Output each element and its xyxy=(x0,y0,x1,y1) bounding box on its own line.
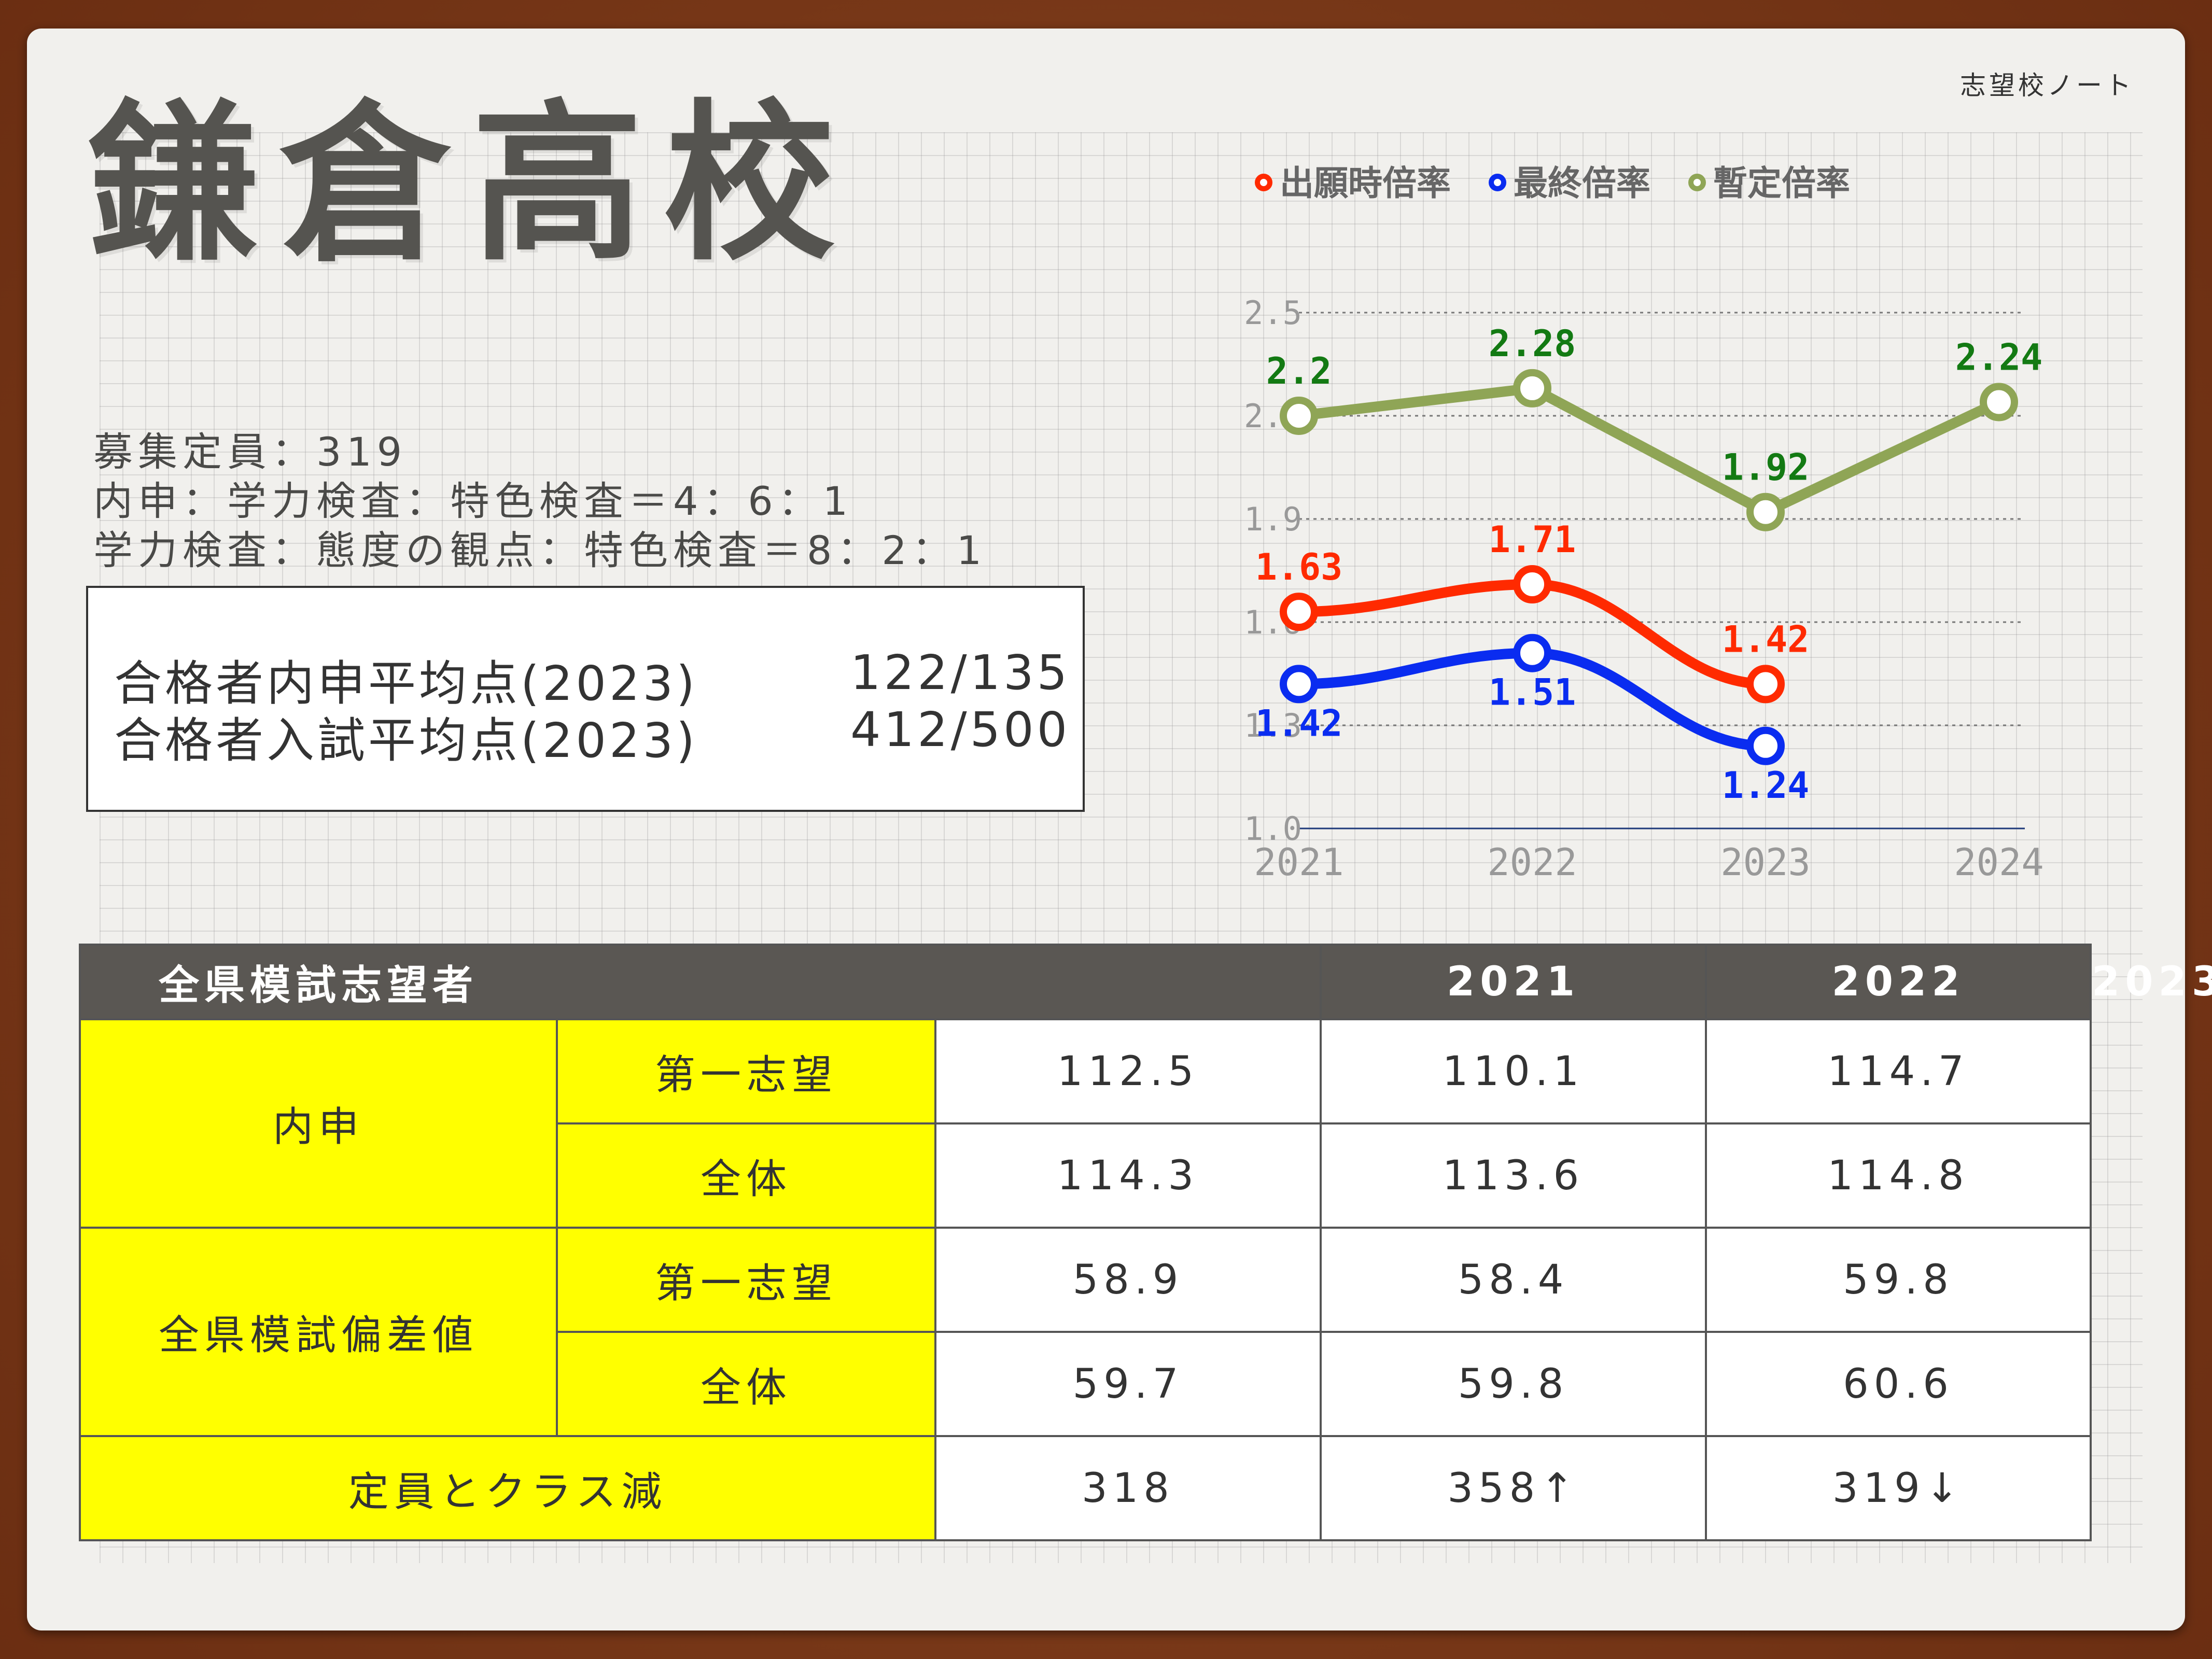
table-cell: 59.7 xyxy=(934,1331,1322,1437)
data-point xyxy=(1513,565,1551,604)
series-line-2 xyxy=(1294,383,2004,517)
table-cell: 318 xyxy=(934,1435,1322,1541)
subgroup-overall: 全体 xyxy=(556,1331,936,1437)
legend-item-blue: 最終倍率 xyxy=(1488,156,1650,205)
data-label: 1.24 xyxy=(1722,764,1810,807)
table-cell: 59.8 xyxy=(1705,1227,2092,1333)
data-label: 1.51 xyxy=(1489,671,1576,714)
applicant-stats-table: 全県模試志望者 2021 2022 2023 内申 第一志望 112.5 110… xyxy=(79,944,2212,1541)
table-cell: 60.6 xyxy=(1705,1331,2092,1437)
table-cell: 58.9 xyxy=(934,1227,1322,1333)
table-header-row: 全県模試志望者 2021 2022 2023 xyxy=(79,944,2212,1020)
average-score-box: 合格者内申平均点(2023) 122/135 合格者入試平均点(2023) 41… xyxy=(86,586,1085,812)
group-naishin: 内申 xyxy=(79,1018,558,1229)
subgroup-overall: 全体 xyxy=(556,1122,936,1229)
exam-average-row: 合格者入試平均点(2023) 412/500 xyxy=(114,702,1067,771)
legend-item-green: 暫定倍率 xyxy=(1688,156,1850,205)
data-point xyxy=(1980,383,2018,421)
data-point xyxy=(1513,634,1551,672)
table-cell: 114.8 xyxy=(1705,1122,2092,1229)
table-row: 全体 59.7 59.8 60.6 xyxy=(80,1331,2092,1437)
exam-average-value: 412/500 xyxy=(850,702,1071,757)
legend-item-red: 出願時倍率 xyxy=(1255,156,1451,205)
naishin-average-value: 122/135 xyxy=(850,645,1071,700)
table-cell: 112.5 xyxy=(934,1018,1322,1124)
table-cell: 114.7 xyxy=(1705,1018,2092,1124)
table-cell: 58.4 xyxy=(1320,1227,1707,1333)
data-point xyxy=(1280,593,1318,631)
data-label: 1.42 xyxy=(1255,702,1343,744)
data-point xyxy=(1280,665,1318,704)
y-tick-label: 1.9 xyxy=(1244,500,1302,538)
chart-legend: 出願時倍率 最終倍率 暫定倍率 xyxy=(1255,156,1876,205)
data-label: 1.42 xyxy=(1722,618,1810,660)
table-cell: 113.6 xyxy=(1320,1122,1707,1229)
legend-label-blue: 最終倍率 xyxy=(1513,163,1650,203)
table-header-title: 全県模試志望者 xyxy=(79,944,1322,1020)
legend-marker-green xyxy=(1688,173,1706,191)
table-row: 定員とクラス減 318 358↑ 319↓ xyxy=(79,1435,2092,1541)
data-point xyxy=(1746,493,1785,531)
x-tick-label: 2024 xyxy=(1954,840,2043,884)
table-cell: 59.8 xyxy=(1320,1331,1707,1437)
legend-marker-blue xyxy=(1488,173,1506,191)
capacity-info: 募集定員：319 xyxy=(93,429,408,475)
table-cell: 110.1 xyxy=(1320,1018,1707,1124)
y-tick-label: 1.0 xyxy=(1244,810,1302,848)
legend-marker-red xyxy=(1255,173,1272,191)
table-header-2022: 2022 xyxy=(1705,944,2092,1020)
table-row: 内申 第一志望 112.5 110.1 114.7 xyxy=(79,1018,2092,1229)
legend-label-green: 暫定倍率 xyxy=(1713,163,1850,203)
table-row: 全体 114.3 113.6 114.8 xyxy=(80,1122,2092,1229)
subgroup-first-choice: 第一志望 xyxy=(556,1018,936,1124)
data-point xyxy=(1746,726,1785,765)
notebook-label: 志望校ノート xyxy=(1960,71,2134,101)
naishin-average-row: 合格者内申平均点(2023) 122/135 xyxy=(114,645,1067,714)
data-point xyxy=(1280,397,1318,435)
data-point xyxy=(1513,369,1551,407)
table-row: 全県模試偏差値 第一志望 58.9 58.4 59.8 xyxy=(79,1227,2092,1437)
ratio-info-2: 学力検査：態度の観点：特色検査＝8：2：1 xyxy=(93,527,987,573)
x-tick-label: 2021 xyxy=(1254,840,1343,884)
ratio-info-1: 内申：学力検査：特色検査＝4：6：1 xyxy=(93,478,853,524)
subgroup-first-choice: 第一志望 xyxy=(556,1227,936,1333)
table-header-2021: 2021 xyxy=(1320,944,1707,1020)
data-label: 2.28 xyxy=(1489,322,1576,365)
school-title: 鎌倉高校 xyxy=(88,85,856,284)
table-cell: 114.3 xyxy=(934,1122,1322,1229)
naishin-average-label: 合格者内申平均点(2023) xyxy=(114,656,698,711)
legend-label-red: 出願時倍率 xyxy=(1280,163,1451,203)
y-tick-label: 2.5 xyxy=(1244,294,1302,332)
table-cell: 319↓ xyxy=(1705,1435,2092,1541)
exam-average-label: 合格者入試平均点(2023) xyxy=(114,713,698,768)
table-cell: 358↑ xyxy=(1320,1435,1707,1541)
x-tick-label: 2023 xyxy=(1720,840,1810,884)
x-tick-label: 2022 xyxy=(1487,840,1577,884)
data-label: 2.2 xyxy=(1266,350,1332,392)
data-point xyxy=(1746,665,1785,704)
group-hensachi: 全県模試偏差値 xyxy=(79,1227,558,1437)
data-label: 1.92 xyxy=(1722,446,1810,489)
data-label: 1.71 xyxy=(1489,518,1576,561)
data-label: 2.24 xyxy=(1955,336,2043,378)
y-tick-label: 1.3 xyxy=(1244,707,1302,744)
data-label: 1.63 xyxy=(1255,546,1343,588)
capacity-label: 定員とクラス減 xyxy=(79,1435,936,1541)
